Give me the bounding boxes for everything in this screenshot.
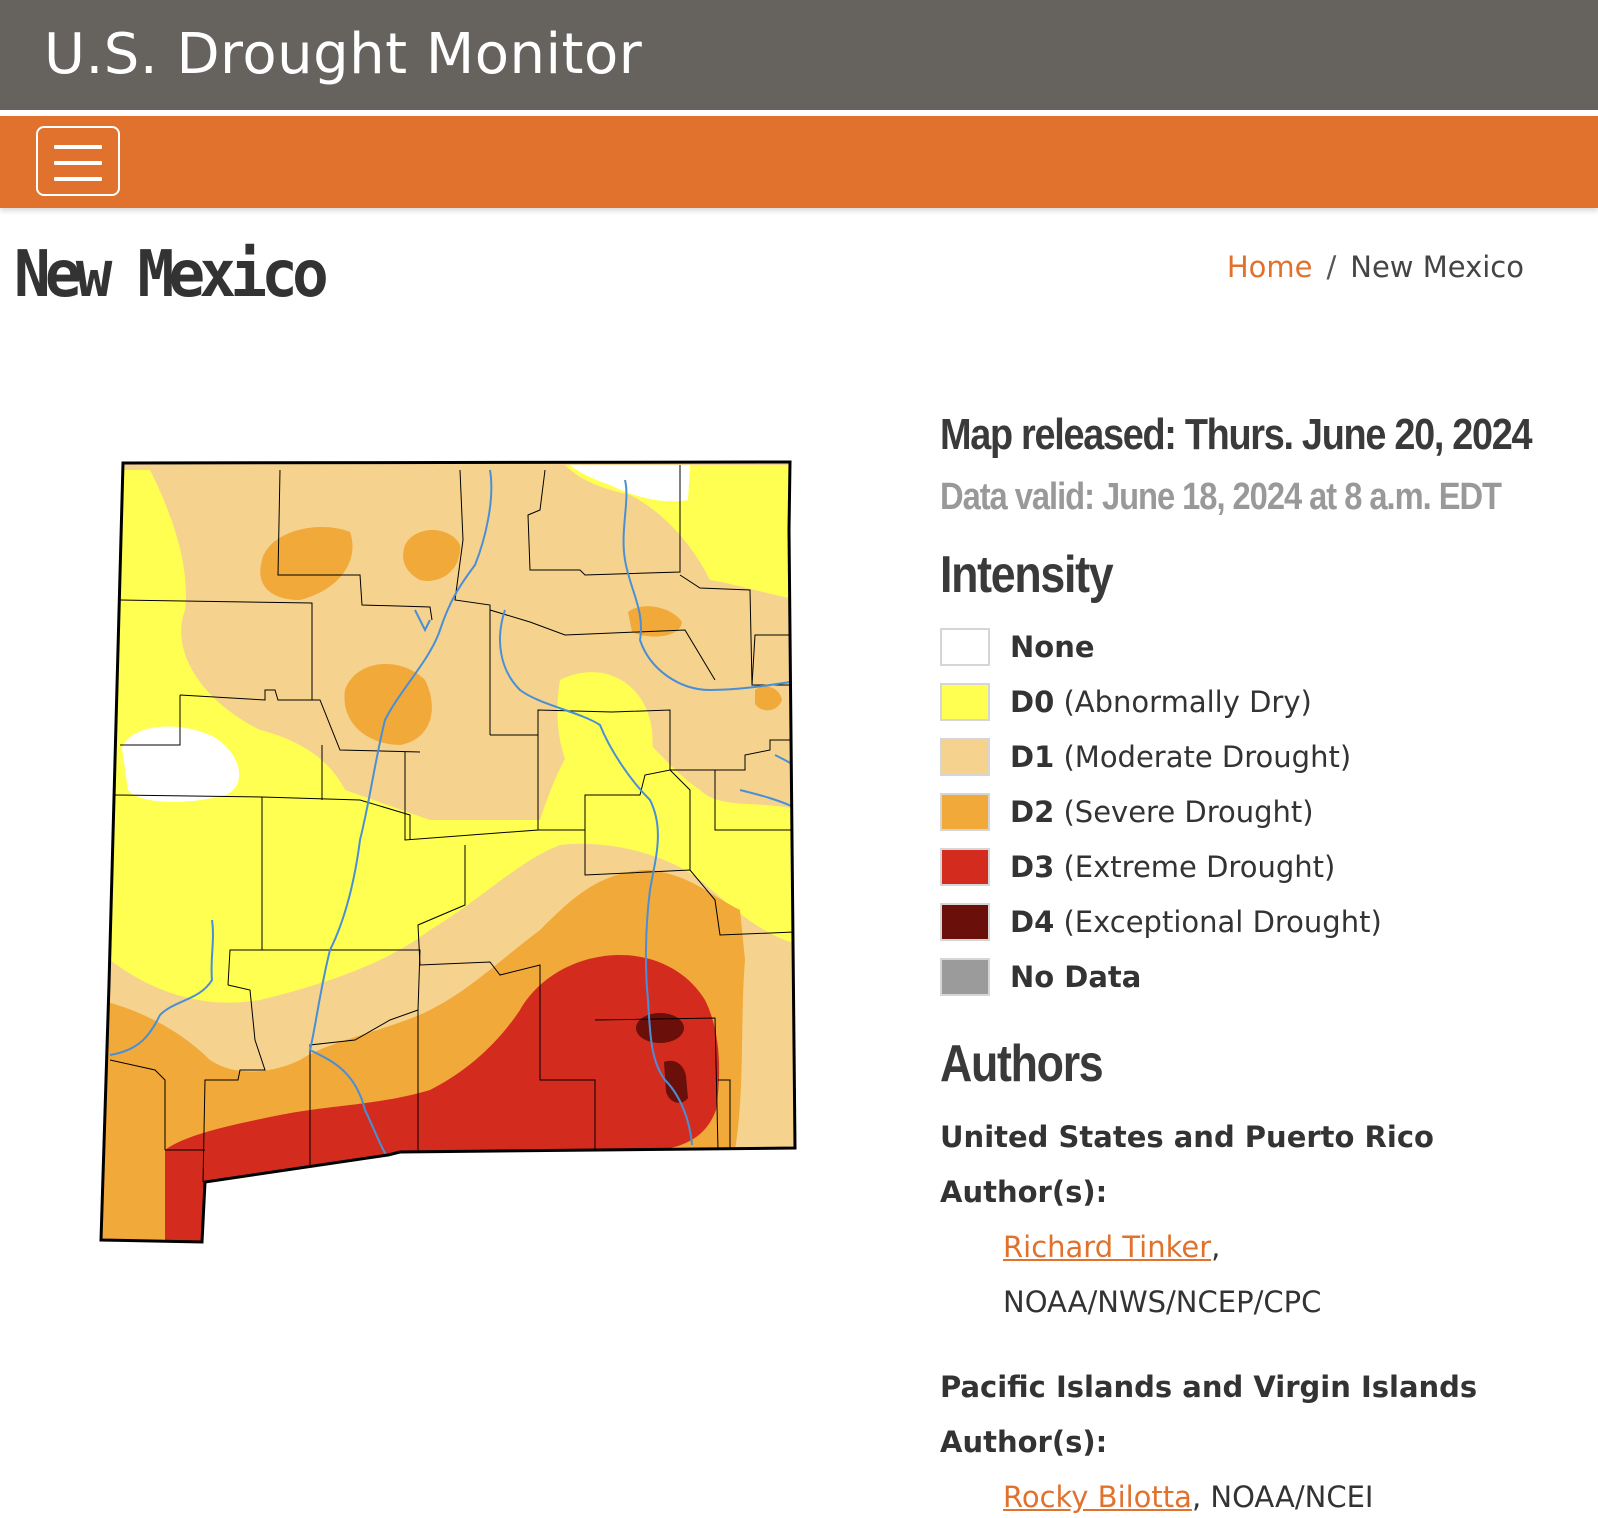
- d0-region-northeast: [565, 465, 795, 600]
- none-region-north: [570, 465, 690, 502]
- breadcrumb-current: New Mexico: [1350, 250, 1524, 284]
- d4-patch-2: [664, 1060, 688, 1103]
- map-released-date: Map released: Thurs. June 20, 2024: [940, 410, 1533, 459]
- author-link-rocky-bilotta[interactable]: Rocky Bilotta: [1003, 1480, 1192, 1514]
- author-link-richard-tinker[interactable]: Richard Tinker: [1003, 1230, 1212, 1264]
- state-outline: [99, 460, 797, 1244]
- drought-map[interactable]: [95, 455, 815, 1250]
- authors-heading: Authors: [940, 1035, 1104, 1093]
- legend-label: D3 (Extreme Drought): [1010, 849, 1336, 884]
- intensity-legend: None D0 (Abnormally Dry) D1 (Moderate Dr…: [940, 619, 1580, 1004]
- breadcrumb-separator: /: [1326, 250, 1337, 284]
- d3-region: [165, 955, 720, 1242]
- county-lines: [109, 465, 795, 1183]
- legend-swatch: [940, 792, 990, 831]
- legend-swatch: [940, 847, 990, 886]
- breadcrumb-home-link[interactable]: Home: [1226, 250, 1313, 284]
- site-header: U.S. Drought Monitor: [0, 0, 1598, 110]
- drought-map-svg: [99, 460, 797, 1244]
- d2-patch-5: [755, 686, 782, 711]
- legend-label: D1 (Moderate Drought): [1010, 739, 1352, 774]
- legend-swatch: [940, 627, 990, 666]
- legend-label: D2 (Severe Drought): [1010, 794, 1314, 829]
- data-valid-date: Data valid: June 18, 2024 at 8 a.m. EDT: [940, 476, 1502, 518]
- breadcrumb: Home / New Mexico: [1227, 250, 1524, 284]
- page-title: New Mexico: [14, 238, 329, 312]
- author-affiliation: NOAA/NWS/NCEP/CPC: [1003, 1285, 1322, 1319]
- d2-patch-3: [344, 663, 432, 745]
- rivers: [109, 469, 795, 1166]
- legend-label: None: [1010, 629, 1095, 664]
- hamburger-menu-button[interactable]: [36, 126, 120, 196]
- header-divider: [0, 110, 1598, 116]
- legend-swatch: [940, 902, 990, 941]
- d4-patch-1: [636, 1013, 684, 1043]
- legend-label: D0 (Abnormally Dry): [1010, 684, 1312, 719]
- legend-label: No Data: [1010, 959, 1142, 994]
- legend-item-d4: D4 (Exceptional Drought): [940, 894, 1580, 949]
- legend-item-no-data: No Data: [940, 949, 1580, 1004]
- legend-swatch: [940, 957, 990, 996]
- legend-item-d0: D0 (Abnormally Dry): [940, 674, 1580, 729]
- d2-patch-2: [403, 530, 461, 581]
- site-title[interactable]: U.S. Drought Monitor: [44, 22, 643, 87]
- author-group-title: United States and Puerto Rico Author(s):: [940, 1120, 1434, 1209]
- legend-swatch: [940, 737, 990, 776]
- author-group-title-line1: Pacific Islands and Virgin Islands: [940, 1370, 1478, 1404]
- legend-item-d3: D3 (Extreme Drought): [940, 839, 1580, 894]
- legend-swatch: [940, 682, 990, 721]
- legend-label: D4 (Exceptional Drought): [1010, 904, 1382, 939]
- d2-patch-1: [260, 527, 353, 600]
- intensity-heading: Intensity: [940, 546, 1114, 604]
- map-info-panel: Map released: Thurs. June 20, 2024 Data …: [940, 410, 1580, 1518]
- author-group-pacific: Pacific Islands and Virgin Islands Autho…: [940, 1360, 1580, 1470]
- nav-bar: [0, 116, 1598, 208]
- legend-item-d2: D2 (Severe Drought): [940, 784, 1580, 839]
- author-group-title-line2: Author(s):: [940, 1425, 1108, 1459]
- legend-item-none: None: [940, 619, 1580, 674]
- legend-item-d1: D1 (Moderate Drought): [940, 729, 1580, 784]
- d0-region-west: [110, 470, 795, 1003]
- author-group-us: United States and Puerto Rico Author(s):: [940, 1110, 1580, 1220]
- author-entry: Rocky Bilotta, NOAA/NCEI: [1003, 1480, 1374, 1514]
- author-entry: Richard Tinker,: [1003, 1230, 1221, 1264]
